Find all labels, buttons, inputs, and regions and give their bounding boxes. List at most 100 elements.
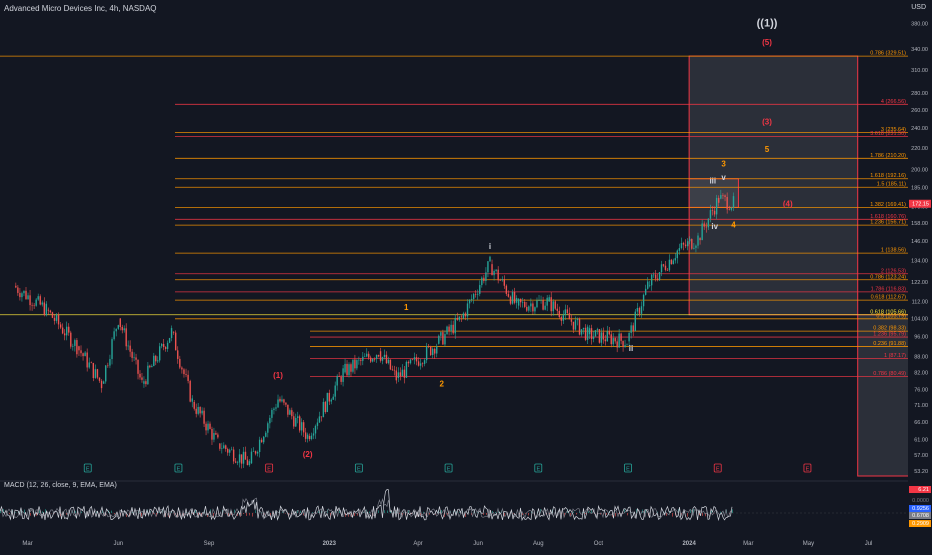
macd-histogram-bar	[114, 513, 115, 514]
time-tick-label: Oct	[594, 541, 604, 547]
price-tick-label: 200.00	[911, 168, 928, 174]
candle-body	[307, 435, 308, 439]
candle-body	[27, 295, 28, 299]
candle-body	[153, 356, 154, 366]
candle-body	[64, 333, 65, 335]
candle-body	[267, 423, 268, 432]
macd-histogram-bar	[24, 510, 25, 513]
candle-body	[358, 360, 359, 361]
candle-body	[722, 195, 723, 196]
macd-histogram-bar	[513, 513, 514, 514]
candle-body	[412, 359, 413, 360]
macd-histogram-bar	[378, 510, 379, 513]
candle-body	[424, 360, 425, 364]
candle-body	[194, 402, 195, 409]
candle-body	[84, 353, 85, 357]
candle-body	[295, 418, 296, 427]
candle-body	[579, 319, 580, 335]
candle-body	[72, 346, 73, 347]
macd-histogram-bar	[495, 512, 496, 513]
candle-body	[555, 301, 556, 308]
candle-body	[364, 357, 365, 358]
candle-body	[633, 325, 634, 331]
earnings-marker-label: E	[536, 467, 540, 473]
price-tick-label: 61.00	[914, 438, 928, 444]
candle-body	[522, 302, 523, 303]
currency-label[interactable]: USD	[911, 4, 926, 11]
candle-body	[400, 372, 401, 376]
time-tick-label: Jul	[865, 541, 873, 547]
wave-label: 2	[439, 380, 444, 389]
macd-histogram-bar	[252, 513, 253, 517]
candle-body	[331, 400, 332, 402]
candle-body	[382, 357, 383, 361]
price-tick-label: 112.00	[912, 300, 928, 306]
candle-body	[611, 334, 612, 344]
candle-body	[489, 257, 490, 262]
candle-body	[461, 316, 462, 317]
candle-body	[699, 238, 700, 240]
candle-body	[56, 315, 57, 321]
candle-body	[175, 333, 176, 351]
candle-body	[105, 365, 106, 381]
macd-title[interactable]: MACD (12, 26, close, 9, EMA, EMA)	[4, 482, 117, 489]
time-tick-label: Jun	[473, 541, 483, 547]
candle-body	[247, 460, 248, 465]
candle-body	[344, 364, 345, 373]
candle-body	[15, 286, 16, 288]
candle-body	[157, 360, 158, 361]
candle-body	[679, 248, 680, 251]
price-tick-label: 66.00	[914, 420, 928, 426]
candle-body	[661, 264, 662, 272]
candle-body	[116, 329, 117, 332]
candle-body	[471, 299, 472, 300]
macd-histogram-bar	[243, 513, 244, 514]
price-tick-label: 220.00	[911, 146, 928, 152]
candle-body	[548, 297, 549, 301]
candle-body	[726, 197, 727, 209]
candle-body	[338, 376, 339, 377]
candle-body	[473, 294, 474, 299]
candle-body	[406, 362, 407, 378]
candle-body	[91, 362, 92, 363]
candle-body	[235, 461, 236, 462]
candle-body	[293, 416, 294, 426]
price-tick-label: 280.00	[911, 91, 928, 97]
candle-body	[209, 424, 210, 429]
candle-body	[479, 285, 480, 294]
wave-label: (5)	[762, 38, 772, 47]
candle-body	[213, 433, 214, 440]
candle-body	[340, 377, 341, 382]
candle-body	[575, 320, 576, 330]
candle-body	[635, 312, 636, 331]
candle-body	[329, 393, 330, 402]
fib-level-label: 1.5 (185.11)	[877, 182, 906, 188]
candle-body	[231, 450, 232, 451]
candle-body	[628, 333, 629, 341]
price-tick-label: 96.00	[914, 335, 928, 341]
candle-body	[465, 313, 466, 316]
candle-body	[538, 300, 539, 301]
candle-body	[125, 328, 126, 346]
candle-body	[165, 347, 166, 349]
candle-body	[259, 440, 260, 452]
candle-body	[653, 275, 654, 276]
candle-body	[581, 329, 582, 334]
price-tick-label: 310.00	[911, 68, 928, 74]
macd-histogram-bar	[318, 511, 319, 513]
symbol-title[interactable]: Advanced Micro Devices Inc, 4h, NASDAQ	[4, 4, 157, 13]
candle-body	[685, 245, 686, 247]
fib-level-label: 4 (266.56)	[881, 99, 906, 105]
candle-body	[187, 375, 188, 381]
candle-body	[459, 316, 460, 319]
candle-body	[360, 360, 361, 361]
candle-body	[342, 368, 343, 382]
candle-body	[710, 210, 711, 219]
candle-body	[514, 292, 515, 303]
candle-body	[167, 343, 168, 349]
candle-body	[201, 411, 202, 414]
candle-body	[52, 312, 53, 318]
candle-body	[66, 327, 67, 336]
price-axis[interactable]: 380.00340.00310.00280.00260.00240.00220.…	[908, 0, 932, 550]
